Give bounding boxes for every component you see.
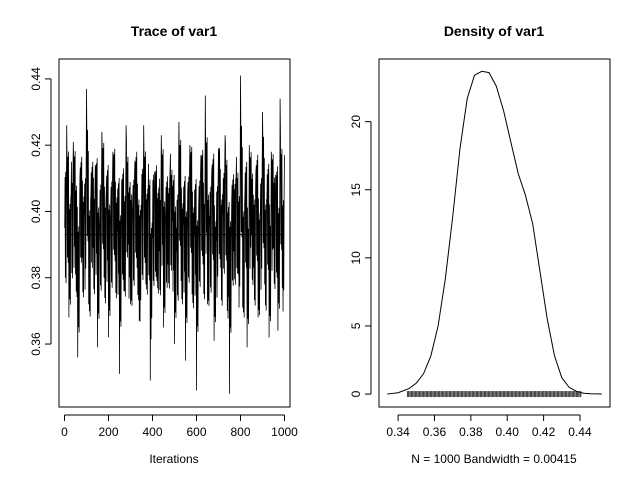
trace-panel: Trace of var1 Iterations 0 200 400 600 800 10… (29, 23, 298, 466)
density-xlabel: N = 1000 Bandwidth = 0.00415 (411, 452, 577, 466)
trace-xlabel: Iterations (149, 452, 198, 466)
trace-y-tick-label: 0.36 (29, 332, 43, 356)
density-x-tick-label: 0.38 (459, 425, 483, 439)
density-rug (406, 391, 582, 398)
density-y-tick-label: 20 (349, 115, 363, 129)
trace-y-tick-label: 0.40 (29, 199, 43, 223)
trace-line (64, 75, 285, 394)
density-x-tick-label: 0.36 (423, 425, 447, 439)
density-plot-box (378, 58, 611, 408)
density-series (387, 70, 602, 395)
density-x-tick-label: 0.42 (532, 425, 556, 439)
density-curve (387, 70, 602, 395)
density-y-tick-label: 15 (349, 183, 363, 197)
density-panel: Density of var1 N = 1000 Bandwidth = 0.0… (349, 23, 611, 466)
trace-y-tick-label: 0.38 (29, 266, 43, 290)
trace-y-axis: 0.36 0.38 0.40 0.42 0.44 (29, 67, 52, 356)
density-x-tick-label: 0.40 (496, 425, 520, 439)
trace-x-axis: 0 200 400 600 800 1000 (61, 414, 298, 439)
trace-x-tick-label: 600 (186, 425, 206, 439)
trace-x-tick-label: 800 (230, 425, 250, 439)
trace-y-tick-label: 0.44 (29, 67, 43, 91)
density-y-axis: 0 5 10 15 20 (349, 115, 372, 397)
trace-x-tick-label: 0 (61, 425, 68, 439)
trace-series (64, 75, 285, 394)
trace-title: Trace of var1 (131, 23, 218, 39)
density-x-axis: 0.34 0.36 0.38 0.40 0.42 0.44 (386, 414, 592, 439)
trace-x-tick-label: 200 (98, 425, 118, 439)
density-title: Density of var1 (444, 23, 545, 39)
density-y-tick-label: 0 (349, 390, 363, 397)
trace-x-tick-label: 1000 (271, 425, 298, 439)
trace-y-tick-label: 0.42 (29, 133, 43, 157)
density-x-tick-label: 0.44 (568, 425, 592, 439)
trace-x-tick-label: 400 (142, 425, 162, 439)
density-y-tick-label: 10 (349, 251, 363, 265)
density-y-tick-label: 5 (349, 322, 363, 329)
trace-plot-box (58, 58, 291, 408)
density-x-tick-label: 0.34 (386, 425, 410, 439)
